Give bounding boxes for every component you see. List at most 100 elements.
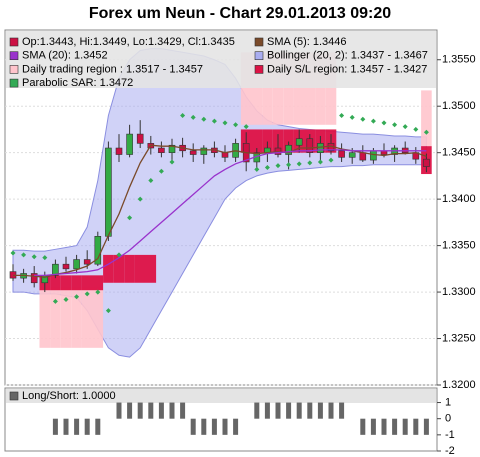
sar-dot: [127, 215, 133, 221]
region-block: [315, 52, 326, 125]
bar: [392, 418, 398, 435]
sar-dot: [169, 159, 175, 165]
region-block: [283, 52, 294, 125]
candle-body: [423, 158, 430, 167]
region-block: [251, 52, 263, 125]
bar: [360, 418, 366, 435]
region-block: [304, 52, 316, 125]
sar-dot: [370, 118, 376, 124]
sar-dot: [328, 157, 334, 163]
bar: [286, 402, 292, 419]
region-block: [92, 275, 104, 291]
bar: [275, 402, 281, 419]
candle-body: [94, 236, 102, 265]
sar-dot: [84, 291, 90, 297]
sar-dot: [275, 163, 281, 169]
sar-dot: [52, 298, 58, 304]
legend-swatch: [9, 65, 19, 74]
sar-dot: [413, 126, 419, 132]
sar-dot: [105, 308, 111, 314]
bar: [402, 418, 408, 435]
region-block: [71, 287, 82, 348]
legend-swatch: [254, 51, 264, 61]
candle-body: [200, 147, 208, 155]
candle-body: [338, 150, 345, 158]
candle-body: [115, 147, 123, 155]
sar-dot: [222, 120, 228, 126]
legend-swatch: [9, 78, 19, 88]
legend-label: SMA (5): 1.3446: [267, 36, 347, 48]
bar: [63, 418, 69, 435]
candle-body: [189, 150, 197, 155]
bar: [84, 418, 90, 435]
sar-dot: [392, 122, 398, 128]
bar: [233, 418, 239, 435]
region-block: [39, 287, 51, 348]
bar: [264, 402, 270, 419]
sma-line: [13, 144, 427, 278]
sar-dot: [31, 254, 37, 260]
candle-body: [52, 263, 59, 276]
sar-dot: [116, 252, 122, 258]
bar: [296, 402, 302, 419]
bar: [74, 418, 80, 435]
sar-dot: [402, 124, 408, 130]
bar: [190, 418, 196, 435]
legend-label: Op:1.3443, Hi:1.3449, Lo:1.3429, Cl:1.34…: [22, 36, 235, 48]
legend-label: Daily S/L region: 1.3457 - 1.3427: [267, 63, 427, 75]
sar-dot: [307, 160, 313, 166]
y-tick-label: 1.3450: [442, 147, 476, 159]
candle-body: [317, 143, 324, 153]
region-block: [240, 52, 252, 125]
y-tick-label: 1.3550: [442, 54, 476, 66]
candle-body: [83, 259, 91, 265]
candle-body: [295, 138, 303, 146]
sar-dot: [21, 252, 27, 258]
sar-dot: [137, 196, 143, 202]
candle-body: [306, 138, 314, 153]
sma-line: [34, 149, 427, 276]
region-block: [251, 129, 263, 153]
sar-dot: [339, 112, 345, 118]
candle-body: [158, 147, 165, 153]
bar: [370, 418, 376, 435]
region-block: [60, 287, 72, 348]
bar: [137, 402, 143, 419]
y-tick-label: 1.3250: [442, 332, 476, 344]
legend-label: Bollinger (20, 2): 1.3437 - 1.3467: [267, 50, 428, 62]
y-tick-label: 1.3300: [442, 286, 476, 298]
sar-dot: [381, 120, 387, 126]
y-tick-label: 1.3400: [442, 193, 476, 205]
sar-dot: [42, 255, 48, 261]
bar: [381, 418, 387, 435]
region-block: [421, 90, 432, 147]
legend-label: Long/Short: 1.0000: [22, 390, 116, 402]
sar-dot: [317, 159, 323, 165]
region-block: [124, 254, 135, 283]
candle-body: [62, 263, 70, 270]
bar: [201, 418, 207, 435]
bar: [254, 402, 260, 419]
bar: [116, 402, 122, 419]
bar: [413, 418, 419, 435]
bar: [222, 418, 228, 435]
bar: [423, 418, 429, 435]
region-block: [60, 275, 72, 291]
legend-box: [6, 31, 436, 88]
chart-title: Forex um Neun - Chart 29.01.2013 09:20: [89, 5, 391, 22]
legend-swatch: [9, 391, 19, 401]
y-tick-label: 0: [445, 413, 451, 425]
region-block: [262, 129, 273, 153]
region-block: [71, 275, 82, 291]
bar: [180, 402, 186, 419]
sar-dot: [243, 124, 249, 130]
candle-body: [30, 273, 38, 284]
sar-dot: [180, 112, 186, 118]
bar: [148, 402, 154, 419]
region-block: [113, 254, 125, 283]
candle-body: [168, 144, 176, 153]
legend-swatch: [254, 65, 264, 74]
y-tick-label: 1.3500: [442, 100, 476, 112]
candle-body: [359, 152, 367, 161]
sar-dot: [296, 161, 302, 167]
